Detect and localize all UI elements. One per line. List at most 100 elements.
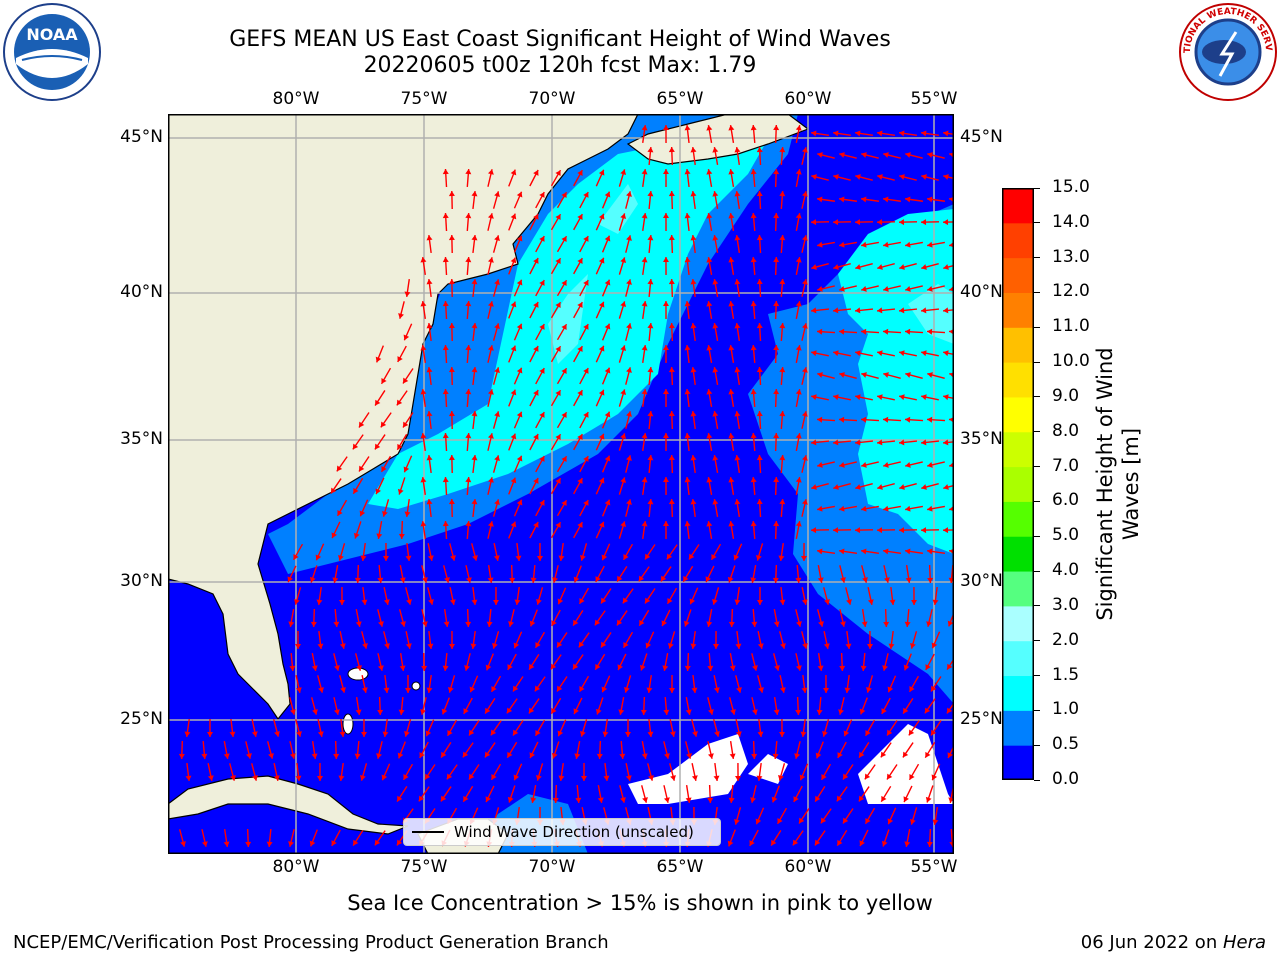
wave-direction-arrowhead <box>602 731 609 737</box>
wave-direction-arrowhead <box>510 521 517 528</box>
wave-direction-arrowhead <box>381 465 387 472</box>
wave-direction-arrowhead <box>252 775 258 781</box>
missing-data-patch <box>858 724 954 804</box>
wave-direction-arrowhead <box>381 377 387 384</box>
wave-direction-arrowhead <box>690 279 697 285</box>
wave-direction-arrowhead <box>707 797 714 803</box>
wave-direction-arrowhead <box>734 455 741 461</box>
wave-direction-arrowhead <box>472 555 478 561</box>
wave-direction-arrowhead <box>551 707 557 714</box>
wave-direction-arrowhead <box>943 219 949 226</box>
wave-direction-arrowhead <box>577 258 583 264</box>
wave-direction-arrowhead <box>442 213 449 219</box>
wave-direction-arrowhead <box>420 709 426 715</box>
wave-direction-arrowhead <box>533 521 539 528</box>
wave-direction-arrowhead <box>229 731 236 737</box>
wave-direction-arrowhead <box>491 773 497 780</box>
wave-direction-arrowhead <box>758 687 764 693</box>
wave-direction-arrowhead <box>354 753 361 759</box>
wave-direction-arrowhead <box>756 235 763 241</box>
wave-direction-arrowhead <box>881 708 887 714</box>
lon-label-top: 60°W <box>784 89 832 109</box>
wave-direction-arrowhead <box>639 619 645 626</box>
wave-direction-arrowhead <box>403 377 409 384</box>
wave-direction-arrowhead <box>352 443 359 450</box>
wave-direction-arrowhead <box>647 499 654 505</box>
wave-direction-arrowhead <box>751 753 758 759</box>
wave-direction-arrowhead <box>601 641 607 648</box>
legend-line-icon <box>412 831 444 833</box>
wave-direction-arrowhead <box>861 461 867 468</box>
wave-direction-arrowhead <box>662 389 669 395</box>
colorbar-swatch <box>1002 222 1034 259</box>
wave-direction-arrowhead <box>801 455 808 461</box>
footer-date: 06 Jun 2022 on <box>1080 932 1223 953</box>
wave-direction-arrowhead <box>858 795 865 802</box>
colorbar-tick-label: 15.0 <box>1052 177 1090 197</box>
wave-direction-arrowhead <box>574 753 581 759</box>
wave-direction-arrowhead <box>756 191 763 197</box>
wave-direction-arrowhead <box>426 455 433 461</box>
wave-direction-arrowhead <box>626 191 632 197</box>
wave-direction-arrowhead <box>706 477 713 483</box>
wave-direction-arrowhead <box>859 751 865 758</box>
wave-direction-arrowhead <box>555 434 561 441</box>
wave-direction-arrowhead <box>946 707 953 714</box>
wave-direction-arrowhead <box>376 533 383 539</box>
wave-direction-arrowhead <box>833 439 839 446</box>
wave-direction-arrowhead <box>403 466 410 473</box>
wave-direction-arrowhead <box>207 731 214 737</box>
wave-direction-arrowhead <box>294 599 300 605</box>
wave-direction-arrowhead <box>641 213 648 219</box>
wave-direction-arrowhead <box>706 125 713 131</box>
wave-direction-arrowhead <box>707 753 714 759</box>
wave-direction-arrowhead <box>811 307 817 314</box>
wave-direction-arrowhead <box>573 576 580 583</box>
wave-direction-arrowhead <box>927 285 933 292</box>
wave-direction-arrowhead <box>245 841 252 847</box>
wave-direction-arrowhead <box>818 621 824 627</box>
wave-direction-arrowhead <box>620 213 627 220</box>
wave-direction-arrowhead <box>648 775 654 781</box>
wave-direction-arrowhead <box>516 411 523 418</box>
colorbar-label-text: Significant Height of Wind Waves [m] <box>1093 347 1143 621</box>
wave-direction-arrowhead <box>883 416 889 423</box>
wave-direction-arrowhead <box>861 152 867 158</box>
wave-direction-arrowhead <box>883 461 889 468</box>
wave-direction-arrowhead <box>931 685 937 692</box>
wave-direction-arrowhead <box>663 709 670 715</box>
wave-direction-arrowhead <box>712 323 719 329</box>
wave-direction-arrowhead <box>691 775 698 781</box>
wave-direction-arrowhead <box>579 597 585 604</box>
wave-direction-arrowhead <box>332 577 339 583</box>
lat-label-left: 45°N <box>120 127 163 147</box>
wave-direction-arrowhead <box>943 394 949 401</box>
wave-direction-arrowhead <box>734 367 741 373</box>
colorbar-swatch <box>1002 327 1034 363</box>
wave-direction-arrowhead <box>288 621 295 627</box>
wave-direction-arrowhead <box>749 840 755 846</box>
wave-direction-arrowhead <box>296 731 302 737</box>
wave-direction-arrowhead <box>289 665 296 671</box>
wave-direction-arrowhead <box>440 795 447 802</box>
wave-direction-arrowhead <box>943 130 949 137</box>
wave-direction-arrowhead <box>355 709 362 715</box>
wave-direction-arrowhead <box>516 235 523 242</box>
wave-direction-arrowhead <box>494 279 500 285</box>
wave-direction-arrowhead <box>883 577 890 583</box>
wave-direction-arrowhead <box>529 620 536 627</box>
wave-direction-arrowhead <box>733 554 740 561</box>
wave-direction-arrowhead <box>577 390 583 396</box>
wave-direction-arrowhead <box>642 797 648 803</box>
wave-direction-arrowhead <box>817 577 824 583</box>
wave-direction-arrowhead <box>750 169 757 175</box>
wave-direction-arrowhead <box>533 213 539 220</box>
wave-direction-arrowhead <box>427 643 434 649</box>
wave-direction-arrowhead <box>842 817 849 824</box>
wave-direction-arrowhead <box>604 191 611 198</box>
wave-direction-arrowhead <box>833 307 839 314</box>
wave-direction-arrowhead <box>889 599 896 605</box>
wave-direction-arrowhead <box>598 433 605 440</box>
wave-direction-arrowhead <box>492 643 498 649</box>
wave-direction-arrowhead <box>647 279 654 285</box>
